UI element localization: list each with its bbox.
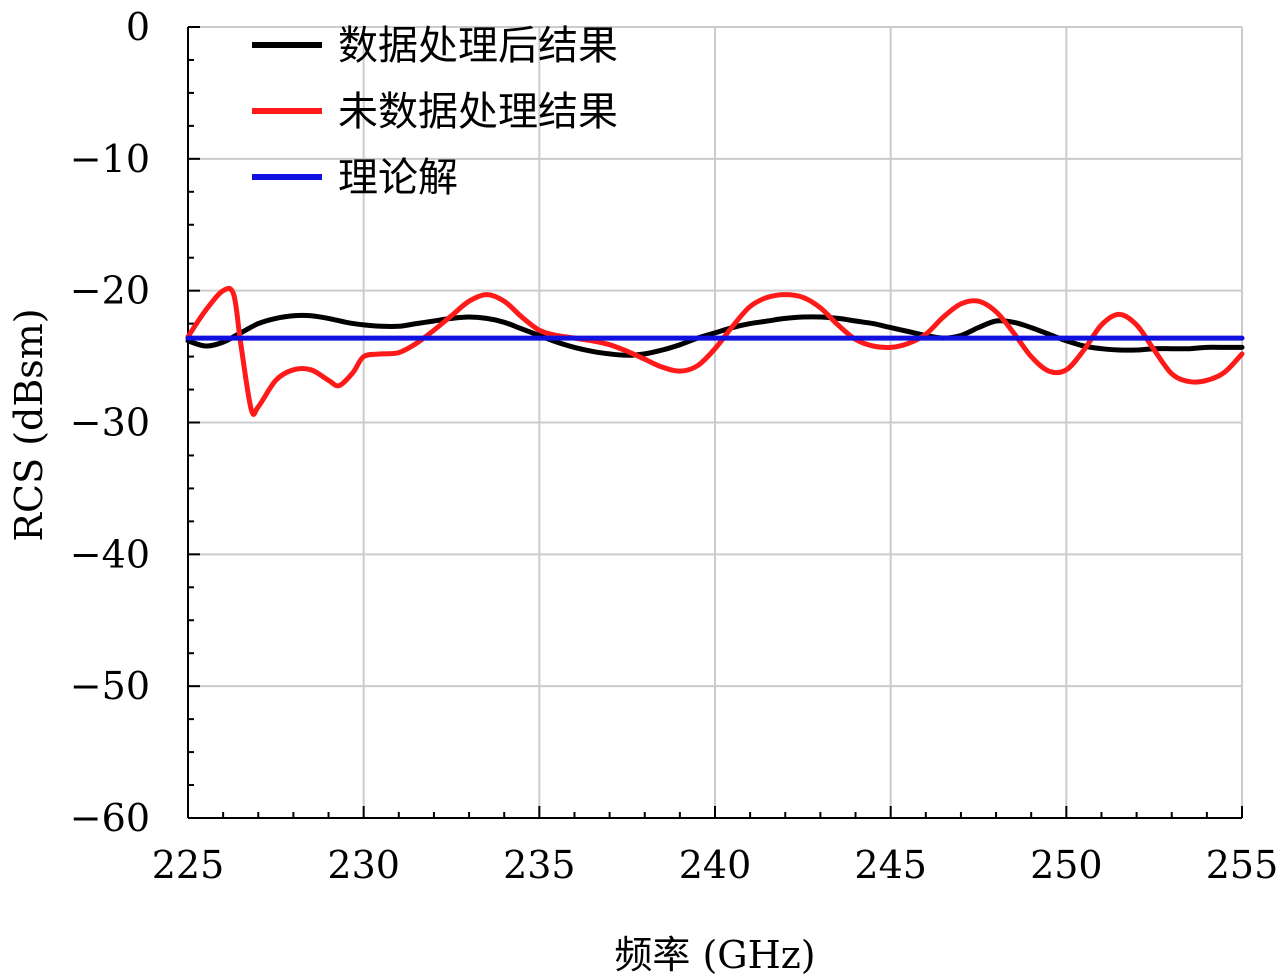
y-tick-label: 0 — [126, 5, 150, 49]
axes: 225 230 235 240 245 250 255 0 −10 −20 −30 −40 −50 −60 — [70, 5, 1278, 887]
y-tick-label: −20 — [70, 269, 150, 313]
y-tick-label: −40 — [70, 532, 150, 576]
x-tick-label: 240 — [679, 843, 752, 887]
series-line-0 — [185, 312, 1245, 358]
legend-label-0: 数据处理后结果 — [338, 23, 618, 69]
x-tick-label: 230 — [327, 843, 400, 887]
y-tick-label: −60 — [70, 796, 150, 840]
y-axis-label: RCS (dBsm) — [7, 308, 51, 541]
x-tick-label: 250 — [1030, 843, 1103, 887]
legend-label-1: 未数据处理结果 — [338, 89, 618, 135]
x-tick-label: 225 — [152, 843, 225, 887]
legend-label-2: 理论解 — [338, 155, 458, 201]
y-tick-label: −50 — [70, 664, 150, 708]
x-tick-label: 245 — [854, 843, 927, 887]
x-tick-label: 235 — [503, 843, 576, 887]
y-tick-label: −30 — [70, 401, 150, 445]
grid — [188, 26, 1243, 818]
y-tick-label: −10 — [70, 137, 150, 181]
series-line-1 — [185, 285, 1245, 417]
x-axis-label: 频率 (GHz) — [614, 933, 815, 977]
x-tick-label: 255 — [1206, 843, 1279, 887]
series-layer — [185, 285, 1245, 417]
